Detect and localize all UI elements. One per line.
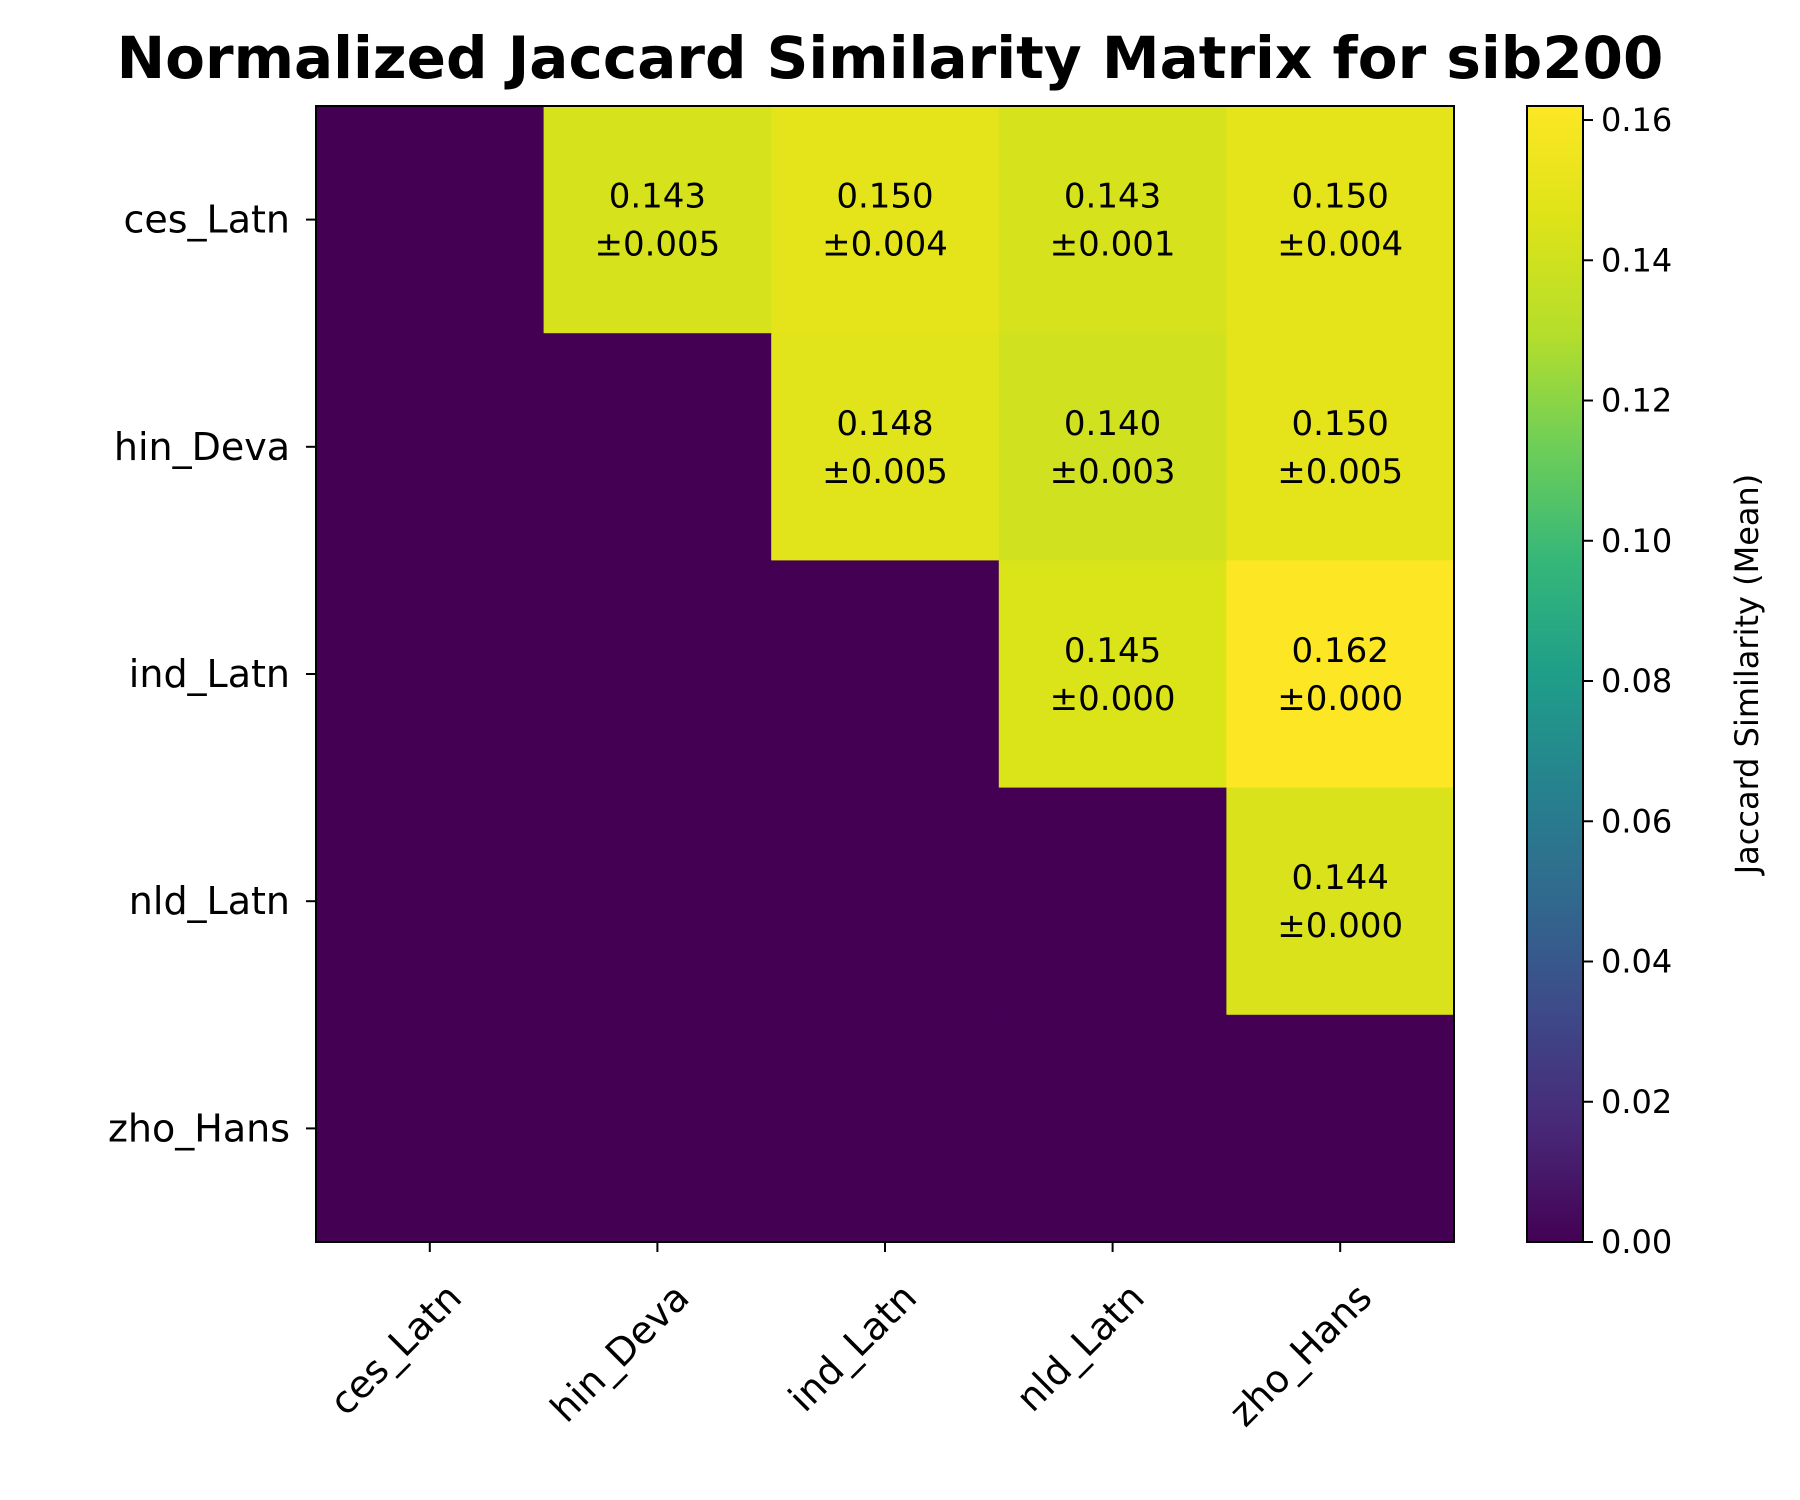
cell-value-label: 0.140 bbox=[1064, 404, 1161, 444]
colorbar bbox=[1526, 105, 1584, 1243]
y-tick-label: zho_Hans bbox=[108, 1106, 290, 1150]
cell-std-label: ±0.005 bbox=[1277, 452, 1403, 492]
heatmap-cell bbox=[771, 1014, 1000, 1243]
heatmap-cell bbox=[998, 106, 1227, 334]
heatmap-cell bbox=[1226, 106, 1455, 334]
x-tick-label: ind_Latn bbox=[780, 1275, 925, 1420]
cell-value-label: 0.143 bbox=[609, 177, 706, 217]
heatmap-cell bbox=[998, 1014, 1227, 1243]
colorbar-tick-label: 0.12 bbox=[1601, 382, 1672, 420]
heatmap-cell bbox=[316, 106, 545, 334]
heatmap-cell bbox=[543, 1014, 772, 1243]
heatmap-cell bbox=[543, 333, 772, 561]
x-tick-label: hin_Deva bbox=[542, 1275, 698, 1431]
colorbar-tick-label: 0.00 bbox=[1601, 1223, 1672, 1261]
colorbar-tick-label: 0.06 bbox=[1601, 802, 1672, 840]
cell-std-label: ±0.001 bbox=[1050, 225, 1176, 265]
colorbar-tick-label: 0.16 bbox=[1601, 101, 1672, 139]
heatmap-cell bbox=[1226, 333, 1455, 561]
cell-std-label: ±0.005 bbox=[594, 225, 720, 265]
heatmap-cell bbox=[316, 787, 545, 1016]
cell-std-label: ±0.004 bbox=[822, 225, 948, 265]
cell-value-label: 0.162 bbox=[1292, 631, 1389, 671]
heatmap-cell bbox=[771, 106, 1000, 334]
heatmap-cell bbox=[998, 333, 1227, 561]
x-tick-label: zho_Hans bbox=[1221, 1275, 1381, 1435]
cell-std-label: ±0.004 bbox=[1277, 225, 1403, 265]
heatmap-cell bbox=[998, 787, 1227, 1016]
cell-std-label: ±0.000 bbox=[1050, 679, 1176, 719]
colorbar-tick-label: 0.14 bbox=[1601, 241, 1672, 279]
heatmap-cell bbox=[543, 106, 772, 334]
heatmap-cell bbox=[771, 560, 1000, 789]
heatmap-cell bbox=[1226, 1014, 1455, 1243]
y-tick-label: ind_Latn bbox=[129, 652, 290, 696]
cell-value-label: 0.150 bbox=[836, 177, 933, 217]
cell-value-label: 0.148 bbox=[836, 404, 933, 444]
colorbar-axis: 0.00 0.02 0.04 0.06 0.08 0.10 0.12 0.14 0.16 bbox=[1583, 101, 1672, 1261]
heatmap-cell bbox=[316, 333, 545, 561]
cell-std-label: ±0.000 bbox=[1277, 906, 1403, 946]
colorbar-tick-label: 0.04 bbox=[1601, 943, 1672, 981]
y-tick-label: ces_Latn bbox=[123, 198, 290, 242]
x-axis: ces_Latn hin_Deva ind_Latn nld_Latn zho_Hans bbox=[321, 1242, 1380, 1435]
heatmap-cell bbox=[543, 560, 772, 789]
heatmap-cell bbox=[316, 560, 545, 789]
cell-std-label: ±0.000 bbox=[1277, 679, 1403, 719]
y-tick-label: hin_Deva bbox=[114, 425, 290, 469]
cell-std-label: ±0.003 bbox=[1050, 452, 1176, 492]
cell-value-label: 0.150 bbox=[1292, 177, 1389, 217]
x-tick-label: ces_Latn bbox=[321, 1275, 470, 1424]
heatmap-cells bbox=[316, 106, 1455, 1243]
y-axis: ces_Latn hin_Deva ind_Latn nld_Latn zho_Hans bbox=[108, 198, 316, 1150]
heatmap-cell bbox=[543, 787, 772, 1016]
cell-annotations: 0.143 ±0.005 0.150 ±0.004 0.143 ±0.001 0.150 ±0… bbox=[594, 177, 1403, 947]
cell-value-label: 0.145 bbox=[1064, 631, 1161, 671]
cell-value-label: 0.150 bbox=[1292, 404, 1389, 444]
heatmap-cell bbox=[1226, 560, 1455, 789]
heatmap-cell bbox=[998, 560, 1227, 789]
colorbar-tick-label: 0.08 bbox=[1601, 662, 1672, 700]
cell-value-label: 0.144 bbox=[1292, 858, 1389, 898]
chart-title: Normalized Jaccard Similarity Matrix for… bbox=[117, 24, 1664, 92]
heatmap-cell bbox=[316, 1014, 545, 1243]
colorbar-tick-label: 0.02 bbox=[1601, 1083, 1672, 1121]
heatmap-cell bbox=[771, 333, 1000, 561]
heatmap-cell bbox=[1226, 787, 1455, 1016]
x-tick-label: nld_Latn bbox=[1008, 1275, 1153, 1420]
colorbar-tick-label: 0.10 bbox=[1601, 522, 1672, 560]
heatmap-cell bbox=[771, 787, 1000, 1016]
colorbar-label: Jaccard Similarity (Mean) bbox=[1728, 474, 1766, 877]
y-tick-label: nld_Latn bbox=[129, 879, 290, 923]
cell-value-label: 0.143 bbox=[1064, 177, 1161, 217]
cell-std-label: ±0.005 bbox=[822, 452, 948, 492]
